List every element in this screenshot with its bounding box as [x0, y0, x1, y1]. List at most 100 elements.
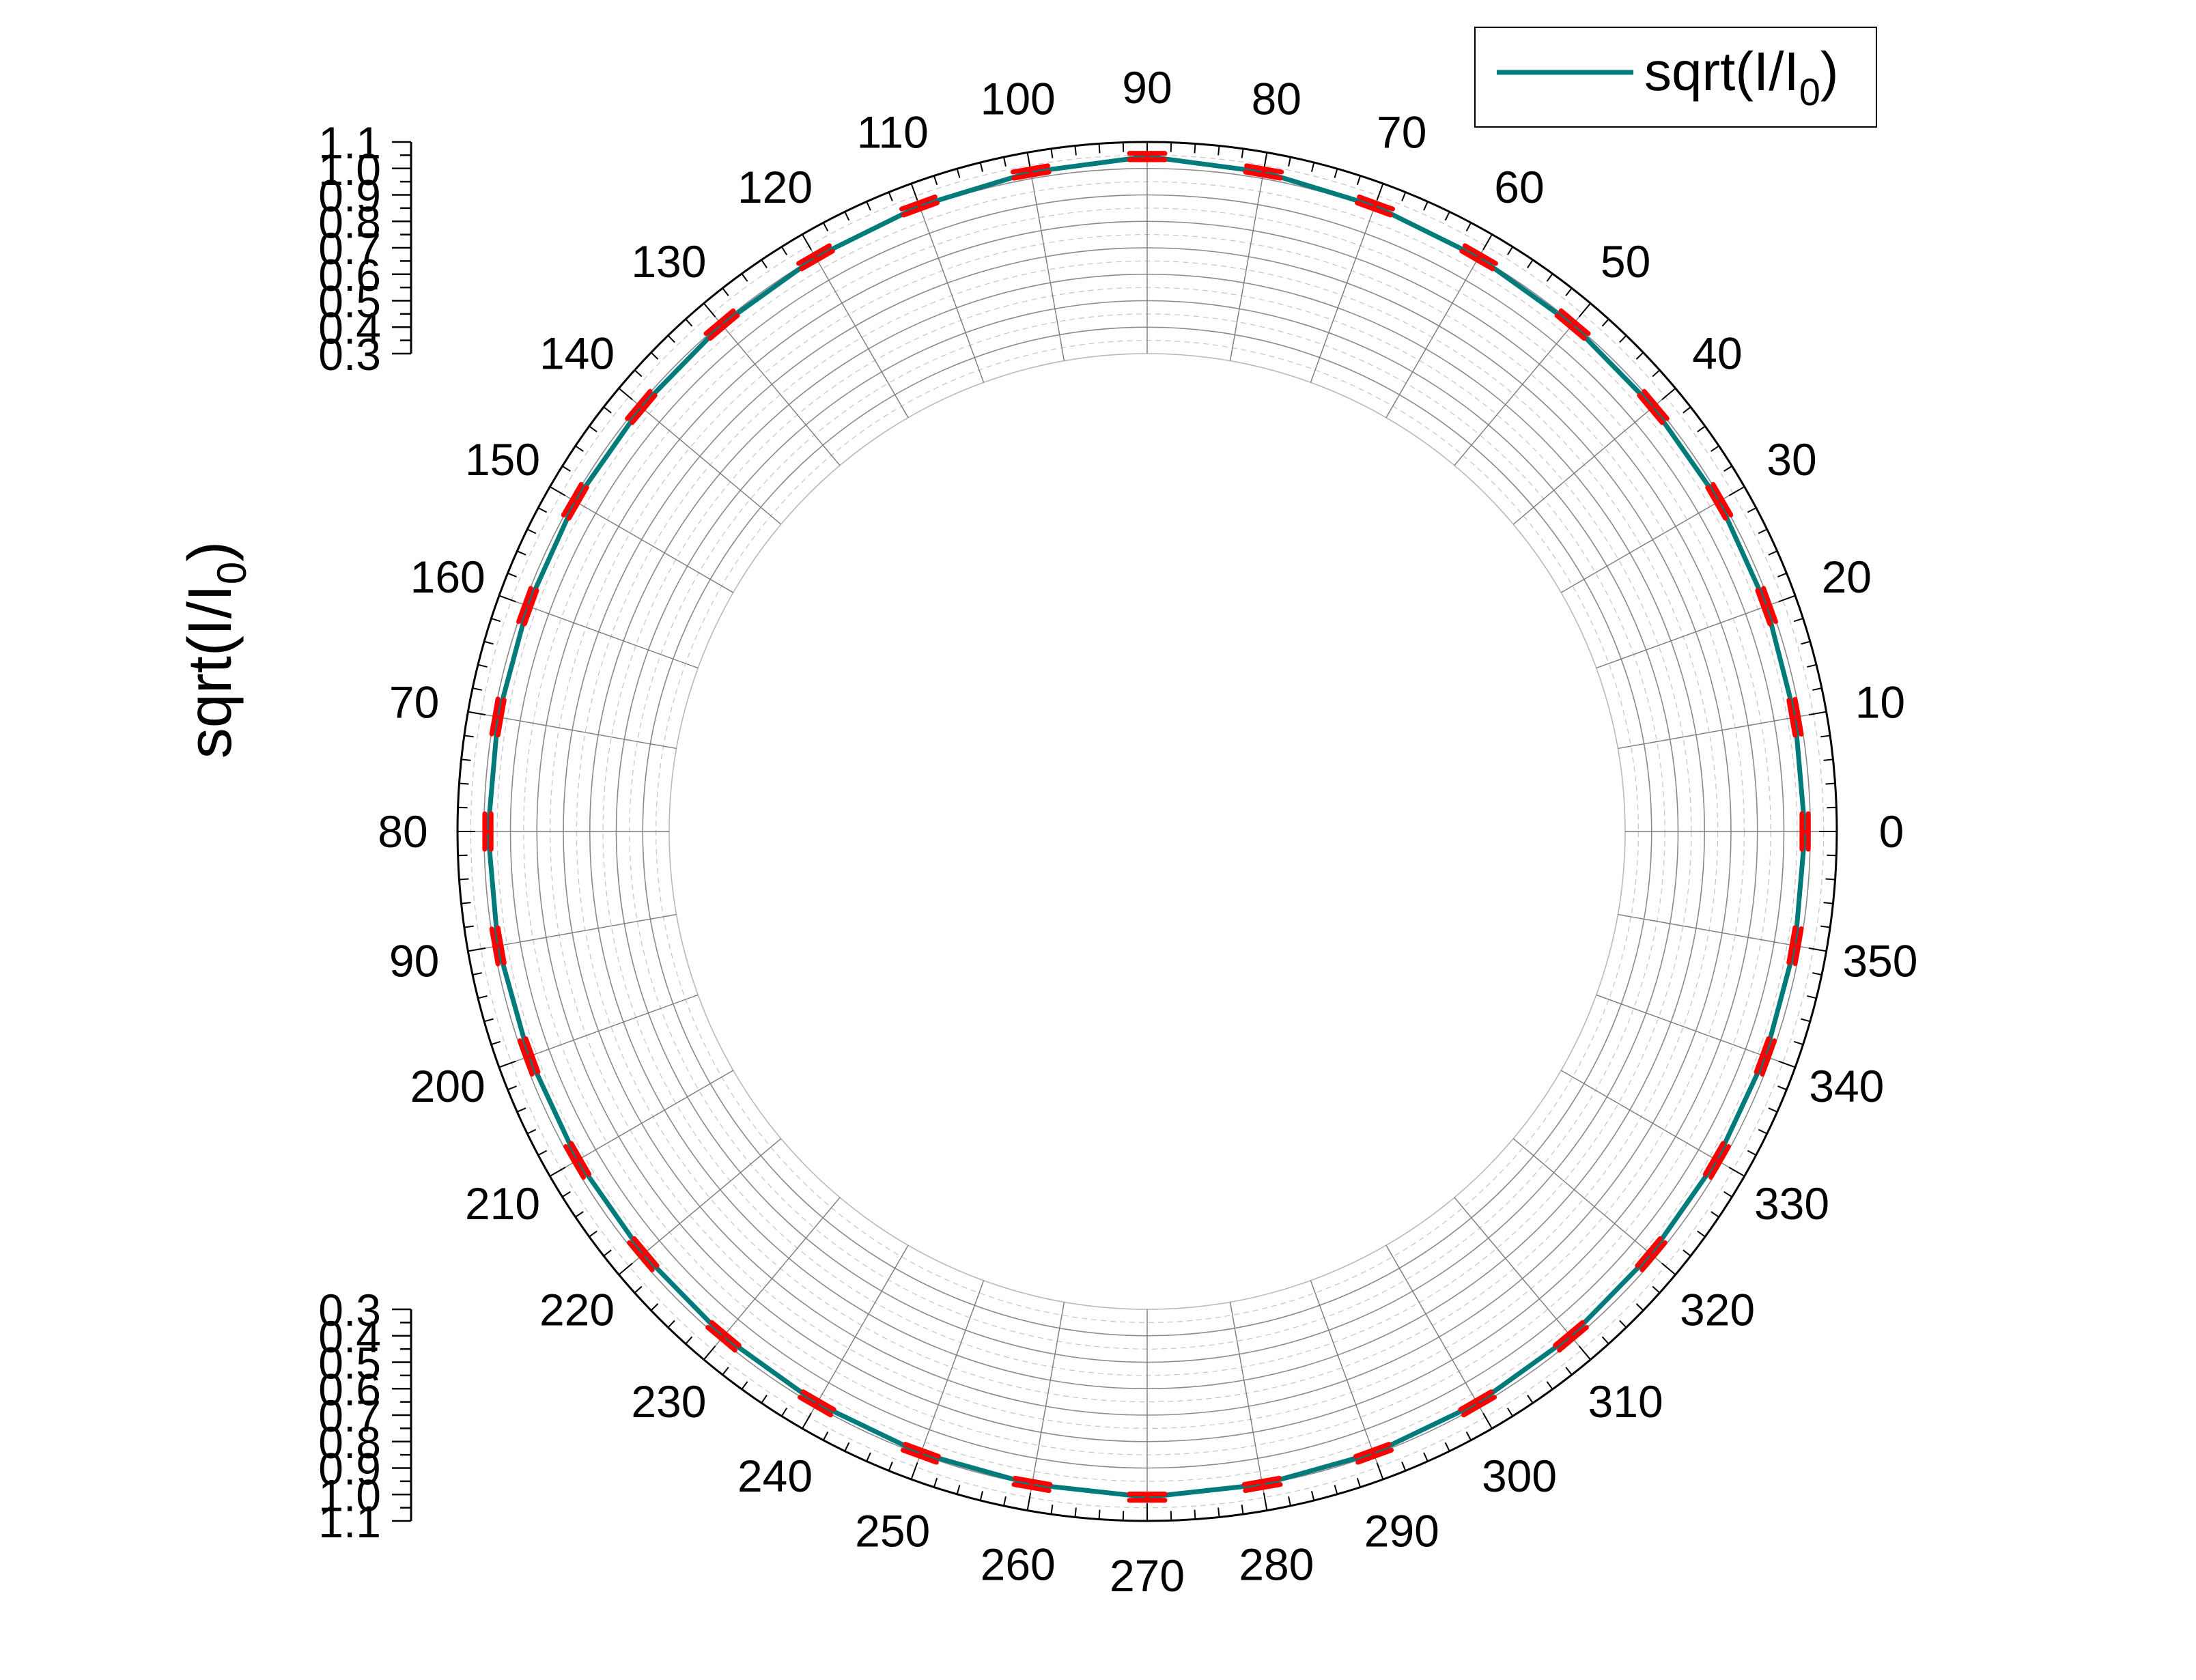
angular-tick	[802, 233, 812, 251]
angular-tick	[802, 1412, 812, 1429]
error-bar-cap	[561, 481, 584, 518]
radial-tick-label: 0.4	[318, 302, 381, 353]
error-bar-cap	[489, 926, 501, 967]
grid-ring	[642, 326, 1652, 1337]
angular-tick	[1801, 1018, 1811, 1023]
error-bar-cap	[1241, 1475, 1282, 1487]
error-bar-cap	[899, 194, 938, 212]
angle-label-20: 20	[1822, 552, 1872, 602]
angle-label-60: 60	[1494, 162, 1544, 212]
angle-label-10: 10	[1855, 677, 1905, 728]
angular-tick	[1401, 1462, 1407, 1471]
angular-tick	[526, 528, 537, 535]
angular-tick	[1711, 445, 1719, 452]
error-bar-cap	[522, 588, 539, 627]
error-bar-cap	[1013, 1475, 1053, 1487]
angular-tick	[472, 687, 482, 691]
series-layer	[482, 151, 1811, 1503]
grid-ring	[576, 260, 1719, 1403]
angular-tick	[1683, 1249, 1691, 1257]
angular-tick	[575, 445, 584, 452]
error-bar	[482, 811, 494, 852]
angular-tick	[1652, 1285, 1661, 1294]
angular-tick	[1098, 1509, 1101, 1520]
angular-tick	[722, 1367, 729, 1376]
radial-tick-label: 0.8	[318, 197, 381, 247]
angular-tick	[1697, 425, 1706, 433]
grid-ring	[615, 300, 1679, 1363]
angular-tick	[477, 995, 488, 999]
angular-tick	[1444, 211, 1450, 221]
angle-label-320: 320	[1680, 1285, 1755, 1335]
error-bar	[1458, 1389, 1497, 1418]
angular-tick	[1194, 1509, 1196, 1520]
angular-tick	[1619, 1320, 1627, 1328]
error-bar-cap	[517, 1038, 535, 1077]
angular-tick	[589, 425, 597, 433]
error-bar-cap	[1461, 1395, 1497, 1418]
angular-tick	[1423, 201, 1428, 211]
error-bar	[705, 1320, 742, 1353]
spoke-line	[1385, 1244, 1493, 1429]
angular-tick	[1777, 1085, 1787, 1091]
error-bar	[1799, 811, 1811, 852]
error-bar-cap	[1708, 1144, 1731, 1180]
angle-label-130: 130	[631, 236, 706, 287]
error-bar	[1702, 1141, 1731, 1180]
error-bar-cap	[1355, 1447, 1394, 1465]
angular-tick	[761, 1395, 768, 1404]
error-bar-cap	[1642, 388, 1670, 421]
angular-tick	[1334, 1485, 1338, 1495]
spoke-line	[1560, 486, 1745, 593]
radial-tick-label: 0.4	[318, 1311, 381, 1362]
angular-tick	[1820, 735, 1831, 738]
angle-label-270: 270	[1110, 1550, 1185, 1601]
angular-tick	[1546, 1381, 1553, 1390]
angular-tick	[1697, 1230, 1706, 1238]
angular-tick	[888, 192, 893, 201]
angular-tick	[780, 1408, 788, 1417]
radial-tick-label: 0.3	[318, 329, 381, 380]
angle-label-100: 100	[981, 74, 1056, 124]
angular-tick	[1444, 1442, 1450, 1452]
angular-tick	[1812, 687, 1822, 691]
angular-tick	[575, 1211, 584, 1218]
angular-tick	[1050, 1505, 1054, 1515]
angular-tick	[1003, 1496, 1006, 1507]
grid-ring	[656, 340, 1639, 1323]
error-bar	[1354, 194, 1396, 218]
radial-axis-title-subscript: 0	[209, 562, 255, 584]
error-bar-cap	[800, 1389, 836, 1412]
error-bar	[517, 1036, 541, 1077]
angular-tick	[910, 1462, 918, 1480]
angular-tick	[741, 1381, 748, 1390]
angular-tick	[1217, 1507, 1220, 1518]
error-bar	[1786, 925, 1804, 967]
angular-tick	[483, 640, 494, 645]
spoke-line	[703, 302, 841, 466]
angular-tick	[1758, 528, 1768, 535]
radial-axis-title: sqrt(I/I0)	[176, 541, 255, 758]
angular-tick	[1768, 1107, 1778, 1113]
spoke-line	[1512, 388, 1676, 525]
svg-text:sqrt(I/I0): sqrt(I/I0)	[176, 541, 255, 758]
angular-tick	[537, 1150, 548, 1156]
angle-label-0: 0	[1879, 806, 1904, 857]
error-bar-cap	[707, 313, 740, 341]
error-bar-cap	[1635, 1236, 1663, 1268]
error-bar	[561, 481, 589, 521]
angular-tick	[526, 1128, 537, 1135]
angular-tick	[491, 617, 501, 623]
angular-tick	[1098, 143, 1101, 154]
angular-tick	[516, 1107, 526, 1113]
angular-tick	[979, 1491, 984, 1501]
angular-tick	[1661, 1262, 1676, 1275]
radial-axis-title-close: )	[176, 541, 244, 562]
angular-tick	[1777, 572, 1787, 578]
angular-tick	[866, 1452, 871, 1462]
error-bar	[1010, 163, 1052, 181]
angular-tick	[822, 222, 829, 232]
angular-tick	[507, 1085, 517, 1091]
error-bar	[796, 243, 835, 272]
radial-axis-upper: 1.11.00.90.80.70.60.50.40.3	[318, 117, 412, 380]
